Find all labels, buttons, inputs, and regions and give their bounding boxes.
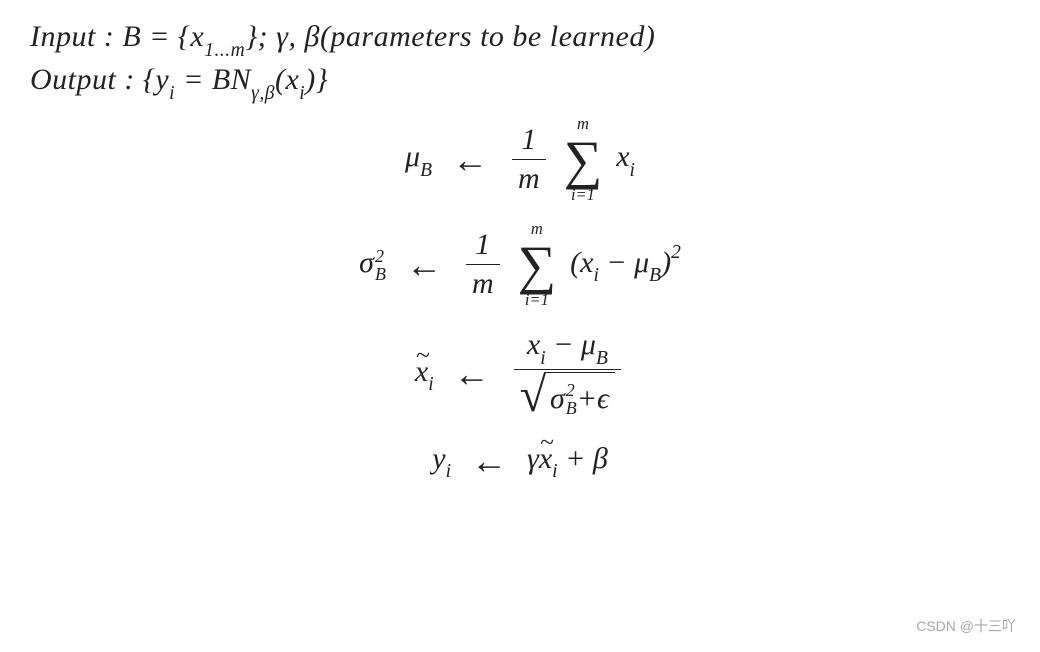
equation-variance: σ2B ← 1 m m ∑ i=1 (xi − μB)2 — [30, 221, 1010, 308]
fraction: 1 m — [466, 226, 500, 303]
output-label: Output — [30, 63, 116, 96]
sqrt-icon: √ σ2B + ϵ — [520, 372, 615, 420]
arrow-icon: ← — [452, 139, 488, 181]
sum-icon: m ∑ i=1 — [564, 116, 603, 203]
arrow-icon: ← — [454, 353, 490, 395]
input-line: Input : B = {x1...m}; γ, β(parameters to… — [30, 20, 1010, 59]
output-line: Output : {yi = BNγ,β(xi)} — [30, 63, 1010, 102]
fraction: 1 m — [512, 121, 546, 198]
sum-icon: m ∑ i=1 — [518, 221, 557, 308]
x-tilde: x — [539, 442, 552, 476]
fraction: xi − μB √ σ2B + ϵ — [514, 326, 621, 422]
arrow-icon: ← — [471, 440, 507, 482]
input-label: Input — [30, 20, 96, 53]
equation-scale-shift: yi ← γxi + β — [30, 440, 1010, 482]
x-tilde: x — [415, 355, 428, 389]
equation-mean: μB ← 1 m m ∑ i=1 xi — [30, 116, 1010, 203]
watermark: CSDN @十三吖 — [916, 616, 1016, 636]
equations: μB ← 1 m m ∑ i=1 xi σ2B ← 1 m m ∑ i=1 (x… — [30, 116, 1010, 482]
arrow-icon: ← — [406, 244, 442, 286]
equation-normalize: xi ← xi − μB √ σ2B + ϵ — [30, 326, 1010, 422]
